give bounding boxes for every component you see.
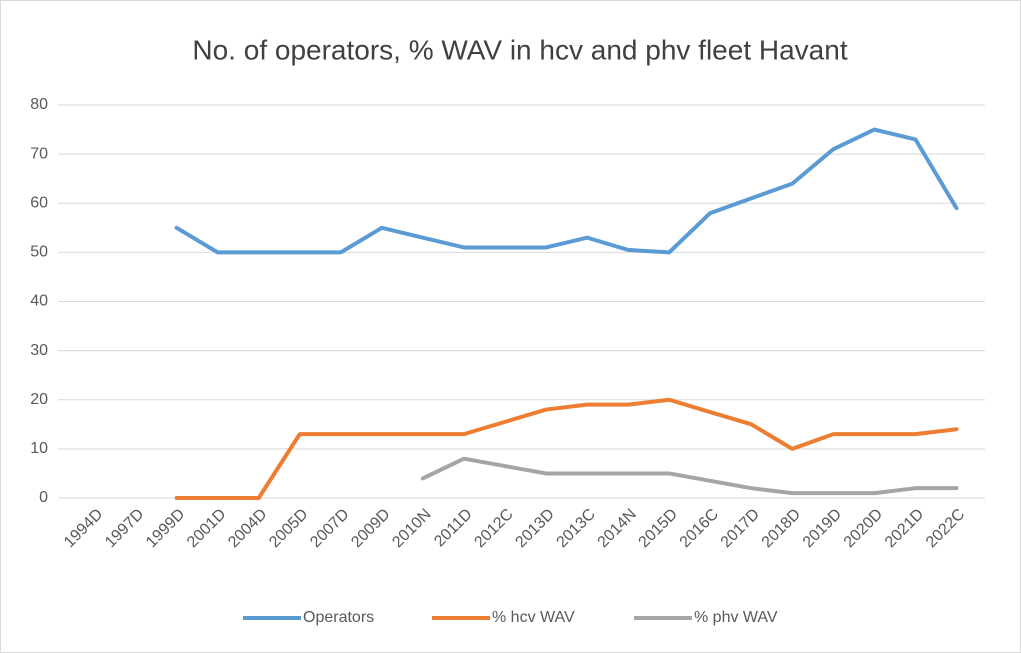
legend-label: % phv WAV: [694, 609, 778, 626]
series-line: [174, 397, 959, 500]
y-tick-label: 30: [30, 342, 48, 359]
y-tick-label: 0: [39, 489, 48, 506]
y-tick-label: 40: [30, 293, 48, 310]
y-tick-label: 20: [30, 391, 48, 408]
chart-title: No. of operators, % WAV in hcv and phv f…: [192, 34, 847, 65]
series-line: [420, 456, 959, 496]
y-tick-label: 50: [30, 244, 48, 261]
y-tick-label: 70: [30, 145, 48, 162]
series-line: [174, 127, 959, 255]
legend-label: Operators: [303, 609, 374, 626]
y-tick-label: 60: [30, 194, 48, 211]
legend-label: % hcv WAV: [492, 609, 575, 626]
y-tick-label: 10: [30, 440, 48, 457]
y-tick-label: 80: [30, 96, 48, 113]
